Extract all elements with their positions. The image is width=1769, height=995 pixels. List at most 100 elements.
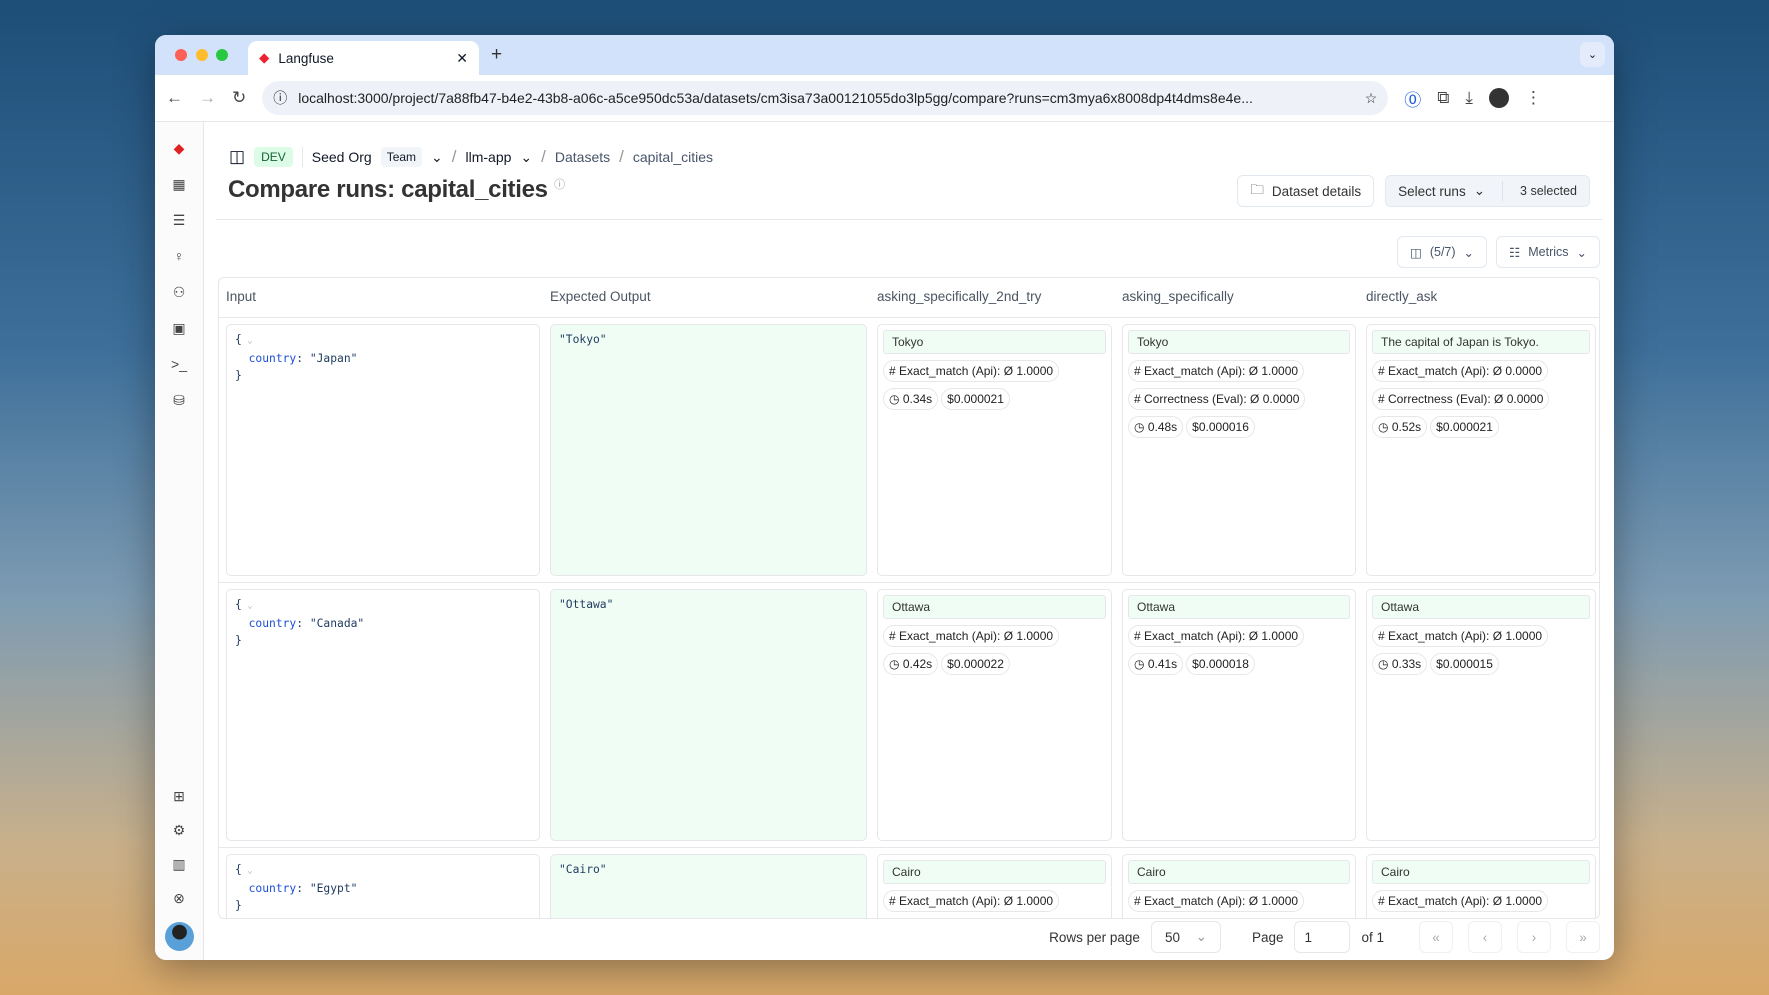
- prev-page-button[interactable]: ‹: [1468, 921, 1502, 953]
- latency-value: 0.48s: [1147, 420, 1178, 434]
- env-badge: DEV: [254, 147, 293, 167]
- new-tab-button[interactable]: +: [491, 44, 503, 65]
- breadcrumb-dataset[interactable]: capital_cities: [632, 149, 714, 165]
- collapse-chevron-icon[interactable]: ⌄: [241, 601, 253, 611]
- password-manager-icon[interactable]: ⓪: [1404, 90, 1422, 110]
- run-output-cell[interactable]: The capital of Japan is Tokyo. # Exact_ma…: [1359, 318, 1599, 582]
- score-badge: # Exact_match (Api): Ø 1.0000: [1128, 625, 1305, 647]
- bookmark-star-icon[interactable]: ☆: [1364, 89, 1378, 106]
- page-title-wrap: Compare runs: capital_cities ⓘ: [228, 176, 565, 204]
- last-page-button[interactable]: »: [1566, 921, 1600, 953]
- tab-search-chevron-icon[interactable]: ⌄: [1580, 42, 1605, 67]
- breadcrumb-datasets[interactable]: Datasets: [554, 149, 611, 165]
- latency-badge: ◷ 0.33s: [1372, 653, 1428, 675]
- breadcrumb: ◫ DEV Seed Org Team ⌄ / llm-app ⌄ / Data…: [229, 147, 714, 167]
- first-page-button[interactable]: «: [1419, 921, 1453, 953]
- forward-icon[interactable]: →: [199, 88, 216, 107]
- score-badge: # Exact_match (Api): Ø 1.0000: [1128, 890, 1305, 912]
- clock-icon: ◷: [1134, 657, 1148, 671]
- run-output-cell[interactable]: Cairo # Exact_match (Api): Ø 1.0000: [1115, 848, 1359, 918]
- close-tab-icon[interactable]: ✕: [456, 49, 468, 66]
- tab-bar: ◆ Langfuse ✕ + ⌄: [155, 35, 1614, 75]
- feedback-icon[interactable]: ⊞: [173, 787, 185, 804]
- table-row[interactable]: { ⌄ country: "Egypt" } "Cairo" Cairo # Exac…: [219, 848, 1599, 918]
- datasets-database-icon[interactable]: ⛁: [173, 391, 185, 408]
- json-value: "Egypt": [309, 882, 358, 895]
- run-output: Ottawa: [1372, 595, 1590, 619]
- langfuse-favicon-icon: ◆: [259, 50, 270, 65]
- collapse-chevron-icon[interactable]: ⌄: [241, 866, 253, 876]
- run-output-cell[interactable]: Ottawa # Exact_match (Api): Ø 1.0000 ◷ 0.3…: [1359, 583, 1599, 847]
- score-badge: # Exact_match (Api): Ø 0.0000: [1372, 360, 1549, 382]
- extensions-icon[interactable]: ⧉: [1437, 88, 1450, 107]
- dashboard-icon[interactable]: ▦: [172, 175, 186, 192]
- org-chevron-down-icon[interactable]: ⌄: [431, 148, 443, 165]
- dataset-details-button[interactable]: 🗀 Dataset details: [1237, 175, 1375, 207]
- site-info-icon[interactable]: ⓘ: [273, 90, 288, 106]
- support-lifebuoy-icon[interactable]: ⊗: [173, 889, 185, 906]
- run-output-cell[interactable]: Ottawa # Exact_match (Api): Ø 1.0000 ◷ 0.4…: [870, 583, 1115, 847]
- column-header: directly_ask: [1359, 278, 1599, 318]
- address-bar[interactable]: ⓘ localhost:3000/project/7a88fb47-b4e2-4…: [262, 81, 1389, 115]
- project-chevron-down-icon[interactable]: ⌄: [520, 148, 533, 165]
- browser-menu-icon[interactable]: ⋮: [1524, 88, 1542, 107]
- run-output-cell[interactable]: Tokyo # Exact_match (Api): Ø 1.0000 # Corr…: [1115, 318, 1359, 582]
- expected-output-cell: "Ottawa": [543, 583, 870, 847]
- run-output-cell[interactable]: Tokyo # Exact_match (Api): Ø 1.0000 ◷ 0.34…: [870, 318, 1115, 582]
- reload-icon[interactable]: ↻: [232, 88, 247, 107]
- folder-icon: 🗀: [1250, 181, 1264, 197]
- run-output: The capital of Japan is Tokyo.: [1372, 330, 1590, 354]
- next-page-button[interactable]: ›: [1517, 921, 1551, 953]
- select-runs-button[interactable]: Select runs ⌄ 3 selected: [1385, 175, 1590, 207]
- clock-icon: ◷: [1134, 420, 1148, 434]
- browser-window: ◆ Langfuse ✕ + ⌄ ← → ↻ ⓘ localhost:3000/…: [155, 35, 1614, 960]
- run-output: Ottawa: [883, 595, 1106, 619]
- run-output-cell[interactable]: Cairo # Exact_match (Api): Ø 1.0000: [870, 848, 1115, 918]
- back-icon[interactable]: ←: [166, 88, 183, 107]
- browser-tab[interactable]: ◆ Langfuse ✕: [248, 41, 479, 75]
- rows-per-page-select[interactable]: 50 ⌄: [1150, 921, 1221, 953]
- prompts-icon[interactable]: ▣: [172, 319, 186, 336]
- settings-gear-icon[interactable]: ⚙: [172, 821, 186, 838]
- langfuse-logo-icon[interactable]: ◆: [173, 139, 185, 156]
- info-icon[interactable]: ⓘ: [554, 179, 565, 191]
- table-row[interactable]: { ⌄ country: "Japan" } "Tokyo" Tokyo # Exac…: [219, 318, 1599, 583]
- collapse-chevron-icon[interactable]: ⌄: [241, 336, 253, 346]
- score-badge: # Exact_match (Api): Ø 1.0000: [1372, 625, 1549, 647]
- expected-output-cell: "Tokyo": [543, 318, 870, 582]
- metrics-button[interactable]: ☷ Metrics ⌄: [1496, 236, 1600, 268]
- breadcrumb-project[interactable]: llm-app: [465, 149, 512, 165]
- score-badge: # Exact_match (Api): Ø 1.0000: [1372, 890, 1549, 912]
- docs-library-icon[interactable]: ▥: [172, 855, 186, 872]
- run-output-box: Cairo # Exact_match (Api): Ø 1.0000: [1122, 854, 1356, 918]
- json-key: country: [248, 617, 297, 630]
- maximize-window-button[interactable]: [216, 49, 228, 61]
- user-avatar[interactable]: [164, 922, 194, 951]
- lightbulb-icon[interactable]: ♀: [173, 248, 185, 264]
- json-key: country: [248, 352, 297, 365]
- toggle-sidebar-icon[interactable]: ◫: [229, 147, 246, 166]
- profile-avatar[interactable]: [1488, 88, 1509, 108]
- page-title: Compare runs: capital_cities: [228, 176, 548, 203]
- breadcrumb-org[interactable]: Seed Org: [311, 149, 372, 165]
- rows-per-page-value: 50: [1164, 929, 1180, 945]
- column-visibility-button[interactable]: ◫ (5/7) ⌄: [1397, 236, 1488, 268]
- table-header: Input Expected Output asking_specifically_…: [219, 278, 1599, 318]
- url-text[interactable]: localhost:3000/project/7a88fb47-b4e2-43b…: [298, 90, 1253, 106]
- traces-icon[interactable]: ☰: [172, 211, 186, 228]
- minimize-window-button[interactable]: [196, 49, 208, 61]
- cost-badge: $0.000016: [1186, 416, 1255, 438]
- metrics-label: Metrics: [1528, 245, 1569, 259]
- input-json: { ⌄ country: "Canada" }: [226, 589, 540, 841]
- org-plan-badge: Team: [380, 147, 423, 167]
- playground-terminal-icon[interactable]: >_: [171, 356, 187, 372]
- download-icon[interactable]: ⤓: [1465, 88, 1473, 107]
- users-icon[interactable]: ⚇: [172, 283, 186, 300]
- columns-icon: ◫: [1410, 245, 1422, 260]
- latency-value: 0.41s: [1147, 657, 1178, 671]
- run-output-cell[interactable]: Ottawa # Exact_match (Api): Ø 1.0000 ◷ 0.4…: [1115, 583, 1359, 847]
- close-window-button[interactable]: [175, 49, 187, 61]
- run-output-cell[interactable]: Cairo # Exact_match (Api): Ø 1.0000: [1359, 848, 1599, 918]
- table-row[interactable]: { ⌄ country: "Canada" } "Ottawa" Ottawa # E…: [219, 583, 1599, 848]
- page-input[interactable]: 1: [1294, 921, 1351, 953]
